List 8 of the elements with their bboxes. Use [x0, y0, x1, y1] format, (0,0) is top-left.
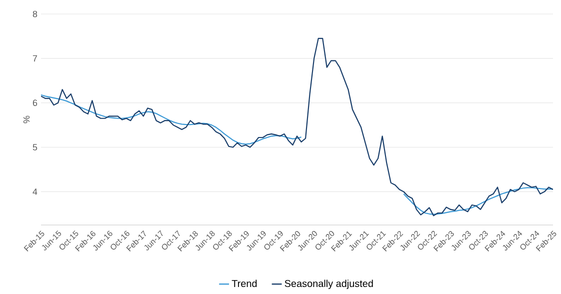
y-tick-label: 7: [32, 55, 38, 62]
y-tick-label: 6: [32, 100, 38, 106]
y-tick-label: 5: [32, 144, 38, 150]
legend-label: Trend: [232, 280, 257, 288]
y-tick-label: 4: [32, 188, 38, 195]
y-tick-label: 8: [32, 10, 38, 18]
legend-label: Seasonally adjusted: [284, 280, 373, 290]
y-axis-title: %: [23, 116, 30, 124]
